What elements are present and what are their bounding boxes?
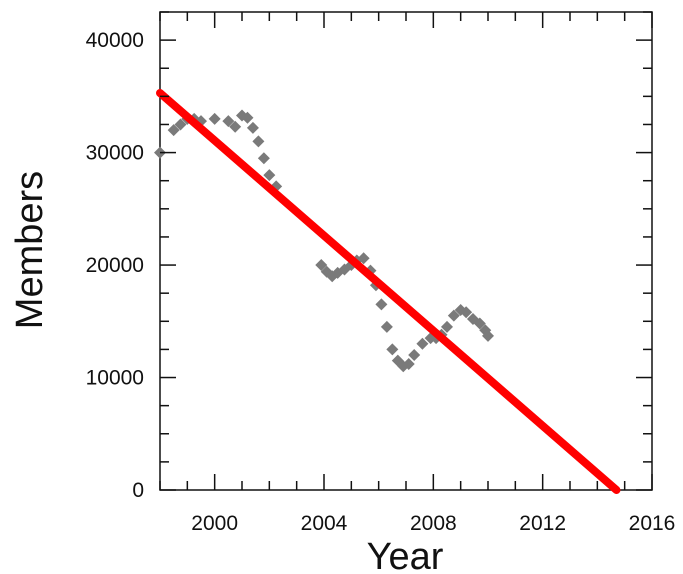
data-point [257, 152, 270, 165]
data-point [252, 135, 265, 148]
data-point [441, 320, 453, 333]
data-point [167, 124, 180, 137]
data-point [447, 309, 460, 322]
data-point [208, 112, 221, 125]
x-tick-label: 2004 [301, 512, 348, 535]
data-point [416, 337, 429, 350]
data-point [246, 121, 259, 134]
data-point [473, 317, 486, 330]
data-point [375, 298, 388, 311]
data-point [222, 115, 235, 128]
x-tick-label: 2012 [519, 512, 566, 535]
data-point [174, 118, 187, 131]
trend-line [156, 88, 621, 494]
x-tick-label: 2008 [410, 512, 457, 535]
y-axis: 0 10000 20000 30000 40000 [86, 11, 652, 502]
y-tick-label: 10000 [86, 367, 144, 390]
data-point [241, 111, 254, 124]
y-tick-label: 40000 [86, 29, 144, 52]
data-point [402, 358, 415, 371]
data-point [263, 169, 276, 182]
x-axis-title: Year [367, 536, 444, 574]
y-tick-label: 20000 [86, 254, 144, 277]
data-point [460, 306, 473, 319]
data-point [482, 329, 494, 342]
data-point [408, 349, 421, 362]
data-point [386, 343, 399, 356]
data-point [229, 120, 242, 133]
x-axis: 2000 2004 2008 2012 2016 [159, 12, 676, 535]
data-point [315, 259, 328, 272]
data-point [357, 252, 370, 265]
y-tick-label: 30000 [86, 142, 144, 165]
x-tick-label: 2000 [191, 512, 238, 535]
y-tick-label: 0 [132, 479, 144, 502]
plot-area [154, 11, 653, 494]
plot-frame [159, 11, 653, 491]
x-tick-label: 2016 [629, 512, 676, 535]
data-point [380, 320, 393, 333]
y-axis-title: Members [9, 171, 51, 329]
